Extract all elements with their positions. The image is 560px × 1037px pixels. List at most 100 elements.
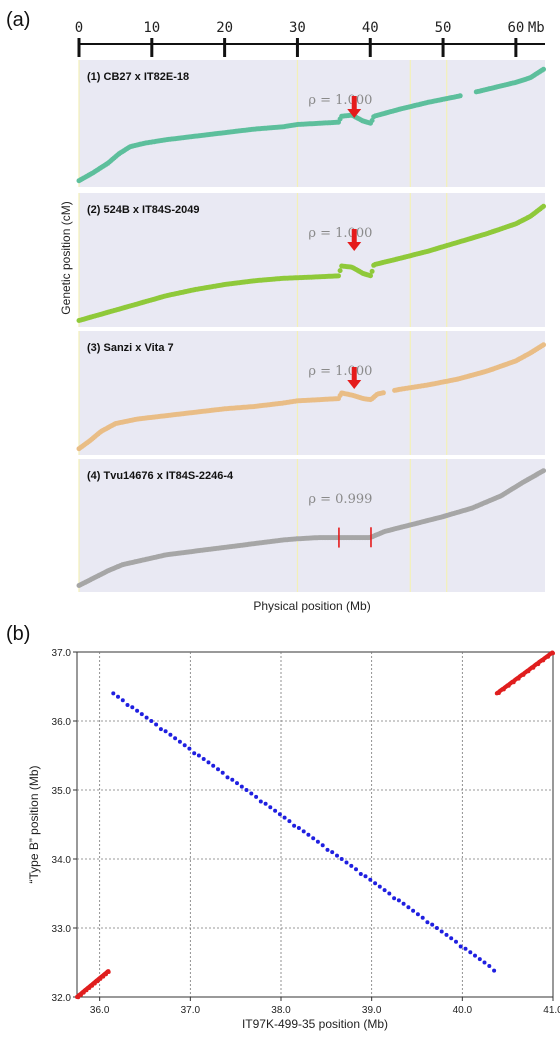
alignment-point	[335, 853, 339, 858]
alignment-point	[206, 760, 211, 765]
alignment-point	[311, 836, 316, 841]
alignment-point	[439, 929, 444, 934]
alignment-point	[387, 891, 392, 896]
alignment-point	[325, 847, 330, 852]
y-tick-label: 33.0	[52, 924, 72, 935]
alignment-point	[120, 698, 125, 703]
top-axis-tick-label: 10	[143, 20, 160, 36]
panel-label-b: (b)	[6, 623, 30, 645]
top-axis-tick-label: 20	[216, 20, 233, 36]
data-point	[337, 268, 343, 274]
x-axis-title-b: IT97K-499-35 position (Mb)	[242, 1017, 388, 1031]
alignment-point	[492, 968, 497, 973]
alignment-point	[258, 799, 263, 804]
alignment-point	[144, 715, 149, 720]
alignment-point	[482, 960, 487, 965]
alignment-point	[411, 908, 416, 913]
subpanel-4: (4) Tvu14676 x IT84S-2246-4 ρ = 0.999	[76, 459, 546, 592]
alignment-point	[373, 881, 378, 886]
inversion-arrow-shaft	[351, 367, 357, 381]
data-point	[541, 468, 546, 474]
alignment-point	[225, 775, 230, 780]
alignment-point	[220, 770, 225, 775]
alignment-point	[330, 850, 335, 855]
alignment-point	[454, 939, 458, 944]
data-point	[380, 390, 386, 396]
top-axis-tick-label: 0	[75, 20, 83, 36]
y-tick-label: 37.0	[52, 648, 72, 659]
y-axis-title-b: “Type B” position (Mb)	[27, 765, 41, 883]
x-axis-title-a: Physical position (Mb)	[253, 599, 370, 613]
subpanel-background	[79, 459, 545, 592]
alignment-point	[216, 767, 220, 772]
alignment-point	[249, 791, 254, 796]
alignment-point	[273, 808, 278, 813]
alignment-point	[339, 857, 344, 861]
alignment-point	[392, 896, 397, 901]
alignment-point	[135, 708, 140, 713]
plot-frame	[76, 651, 554, 998]
y-tick-label: 35.0	[52, 786, 72, 797]
x-tick-label: 36.0	[90, 1005, 110, 1016]
alignment-point	[468, 950, 473, 955]
alignment-point	[444, 932, 449, 937]
panel-b-plot: 36.0 37.0 38.0 39.0 40.0 41.0 32.0 33.0 34.0 35.0…	[52, 648, 560, 1016]
alignment-point	[315, 839, 320, 844]
inversion-arrow-head	[347, 109, 362, 118]
alignment-point	[301, 829, 306, 834]
top-axis-tick-label: 50	[435, 20, 452, 36]
alignment-point	[449, 936, 454, 941]
top-axis-tick-label: 30	[289, 20, 306, 36]
alignment-point	[201, 757, 206, 761]
alignment-point	[163, 729, 168, 734]
alignment-point	[254, 794, 259, 799]
alignment-point	[377, 884, 382, 889]
alignment-point	[458, 944, 463, 949]
alignment-point	[192, 751, 197, 756]
top-axis-tick-label: 40	[362, 20, 379, 36]
alignment-point	[354, 867, 358, 872]
y-tick-label: 34.0	[52, 855, 72, 866]
correlation-label: ρ = 1.000	[308, 364, 372, 379]
alignment-point	[420, 915, 425, 920]
alignment-point	[177, 739, 182, 744]
data-point	[336, 273, 341, 279]
alignment-point	[368, 877, 373, 882]
x-tick-label: 40.0	[453, 1005, 473, 1016]
subpanel-background	[79, 193, 545, 327]
alignment-point	[473, 953, 477, 958]
panel-label-a: (a)	[6, 9, 30, 31]
alignment-point	[111, 691, 116, 696]
alignment-point	[158, 727, 163, 732]
x-tick-label: 41.0	[543, 1005, 560, 1016]
inversion-arrow-head	[347, 380, 362, 389]
subpanel-title: (3) Sanzi x Vita 7	[87, 342, 174, 354]
alignment-point	[106, 970, 111, 974]
subpanel-3: (3) Sanzi x Vita 7 ρ = 1.000	[76, 331, 546, 455]
correlation-label: ρ = 0.999	[308, 492, 372, 507]
alignment-point	[173, 736, 178, 741]
x-tick-label: 39.0	[362, 1005, 382, 1016]
alignment-point	[425, 920, 430, 925]
data-point	[541, 203, 546, 209]
alignment-point	[263, 801, 268, 806]
alignment-point	[211, 763, 216, 768]
alignment-point	[244, 788, 249, 792]
alignment-point	[116, 694, 120, 699]
alignment-point	[344, 860, 349, 865]
alignment-point	[396, 898, 401, 903]
subpanel-title: (1) CB27 x IT82E-18	[87, 71, 189, 83]
alignment-point	[235, 781, 239, 786]
data-point	[369, 268, 375, 274]
alignment-point	[154, 722, 159, 727]
top-axis-tick-label: 60	[507, 20, 524, 36]
alignment-point	[401, 901, 406, 906]
alignment-point	[187, 746, 192, 751]
alignment-point	[415, 912, 420, 917]
alignment-point	[196, 753, 201, 758]
top-axis-unit-label: Mb	[528, 20, 545, 36]
alignment-point	[296, 826, 301, 830]
alignment-point	[139, 712, 144, 717]
alignment-point	[277, 812, 282, 817]
subpanel-1: (1) CB27 x IT82E-18 ρ = 1.000	[76, 60, 546, 187]
